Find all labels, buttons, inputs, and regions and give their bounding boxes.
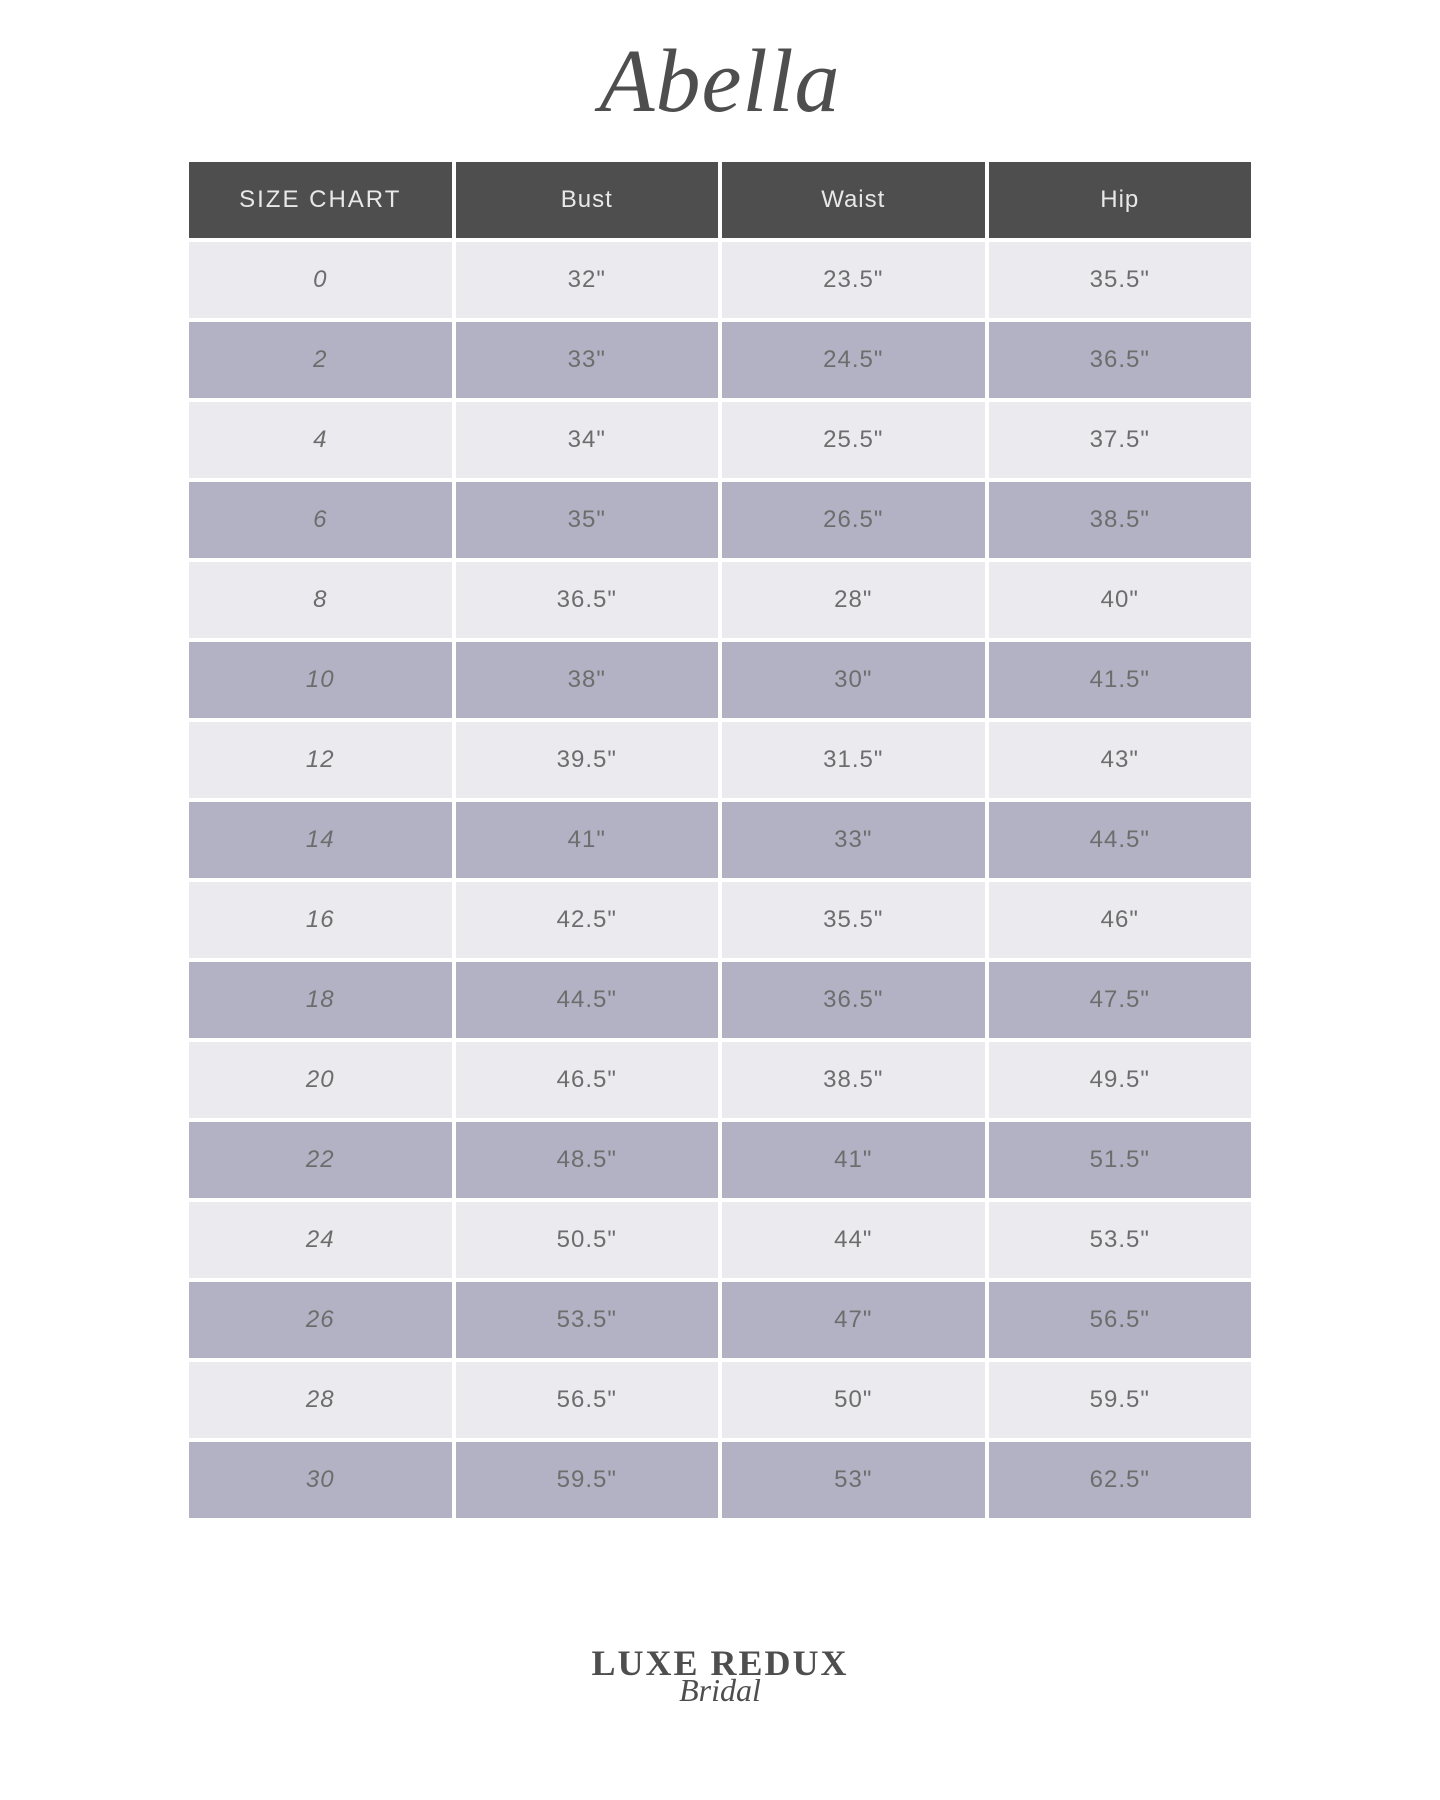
col-header-size: SIZE CHART [189,162,452,238]
table-row: 836.5"28"40" [189,562,1251,638]
cell-bust: 59.5" [456,1442,719,1518]
cell-bust: 53.5" [456,1282,719,1358]
cell-hip: 41.5" [989,642,1252,718]
table-row: 2046.5"38.5"49.5" [189,1042,1251,1118]
cell-size: 26 [189,1282,452,1358]
cell-waist: 53" [722,1442,985,1518]
cell-bust: 48.5" [456,1122,719,1198]
cell-hip: 46" [989,882,1252,958]
cell-hip: 49.5" [989,1042,1252,1118]
cell-bust: 42.5" [456,882,719,958]
table-row: 1239.5"31.5"43" [189,722,1251,798]
cell-size: 28 [189,1362,452,1438]
cell-bust: 41" [456,802,719,878]
cell-hip: 43" [989,722,1252,798]
table-row: 032"23.5"35.5" [189,242,1251,318]
cell-size: 16 [189,882,452,958]
cell-bust: 36.5" [456,562,719,638]
cell-bust: 46.5" [456,1042,719,1118]
table-row: 1642.5"35.5"46" [189,882,1251,958]
cell-size: 20 [189,1042,452,1118]
cell-hip: 44.5" [989,802,1252,878]
cell-size: 4 [189,402,452,478]
cell-bust: 44.5" [456,962,719,1038]
cell-hip: 35.5" [989,242,1252,318]
table-header-row: SIZE CHART Bust Waist Hip [189,162,1251,238]
cell-hip: 62.5" [989,1442,1252,1518]
table-row: 2450.5"44"53.5" [189,1202,1251,1278]
cell-size: 6 [189,482,452,558]
brand-title: Abella [600,30,841,133]
table-row: 2856.5"50"59.5" [189,1362,1251,1438]
cell-size: 0 [189,242,452,318]
table-row: 635"26.5"38.5" [189,482,1251,558]
table-row: 434"25.5"37.5" [189,402,1251,478]
cell-waist: 38.5" [722,1042,985,1118]
cell-bust: 39.5" [456,722,719,798]
cell-waist: 26.5" [722,482,985,558]
cell-waist: 44" [722,1202,985,1278]
cell-size: 22 [189,1122,452,1198]
footer-logo: LUXE REDUX Bridal [591,1642,848,1709]
cell-waist: 36.5" [722,962,985,1038]
cell-size: 14 [189,802,452,878]
table-row: 1844.5"36.5"47.5" [189,962,1251,1038]
table-row: 1441"33"44.5" [189,802,1251,878]
cell-bust: 32" [456,242,719,318]
cell-hip: 56.5" [989,1282,1252,1358]
cell-waist: 23.5" [722,242,985,318]
cell-hip: 51.5" [989,1122,1252,1198]
cell-hip: 38.5" [989,482,1252,558]
cell-waist: 41" [722,1122,985,1198]
cell-size: 18 [189,962,452,1038]
cell-hip: 53.5" [989,1202,1252,1278]
cell-bust: 50.5" [456,1202,719,1278]
cell-hip: 59.5" [989,1362,1252,1438]
cell-bust: 38" [456,642,719,718]
cell-waist: 31.5" [722,722,985,798]
col-header-waist: Waist [722,162,985,238]
table-row: 1038"30"41.5" [189,642,1251,718]
cell-size: 8 [189,562,452,638]
cell-bust: 34" [456,402,719,478]
table-row: 2248.5"41"51.5" [189,1122,1251,1198]
table-row: 3059.5"53"62.5" [189,1442,1251,1518]
cell-hip: 40" [989,562,1252,638]
cell-waist: 33" [722,802,985,878]
cell-waist: 24.5" [722,322,985,398]
cell-waist: 30" [722,642,985,718]
cell-bust: 33" [456,322,719,398]
cell-waist: 28" [722,562,985,638]
cell-waist: 50" [722,1362,985,1438]
table-row: 2653.5"47"56.5" [189,1282,1251,1358]
cell-waist: 47" [722,1282,985,1358]
table-row: 233"24.5"36.5" [189,322,1251,398]
cell-hip: 47.5" [989,962,1252,1038]
cell-size: 10 [189,642,452,718]
cell-size: 24 [189,1202,452,1278]
cell-size: 12 [189,722,452,798]
cell-waist: 25.5" [722,402,985,478]
cell-size: 2 [189,322,452,398]
cell-bust: 56.5" [456,1362,719,1438]
col-header-hip: Hip [989,162,1252,238]
cell-waist: 35.5" [722,882,985,958]
cell-hip: 37.5" [989,402,1252,478]
size-chart-table-wrapper: SIZE CHART Bust Waist Hip 032"23.5"35.5"… [185,158,1255,1522]
cell-hip: 36.5" [989,322,1252,398]
col-header-bust: Bust [456,162,719,238]
cell-size: 30 [189,1442,452,1518]
cell-bust: 35" [456,482,719,558]
size-chart-table: SIZE CHART Bust Waist Hip 032"23.5"35.5"… [185,158,1255,1522]
